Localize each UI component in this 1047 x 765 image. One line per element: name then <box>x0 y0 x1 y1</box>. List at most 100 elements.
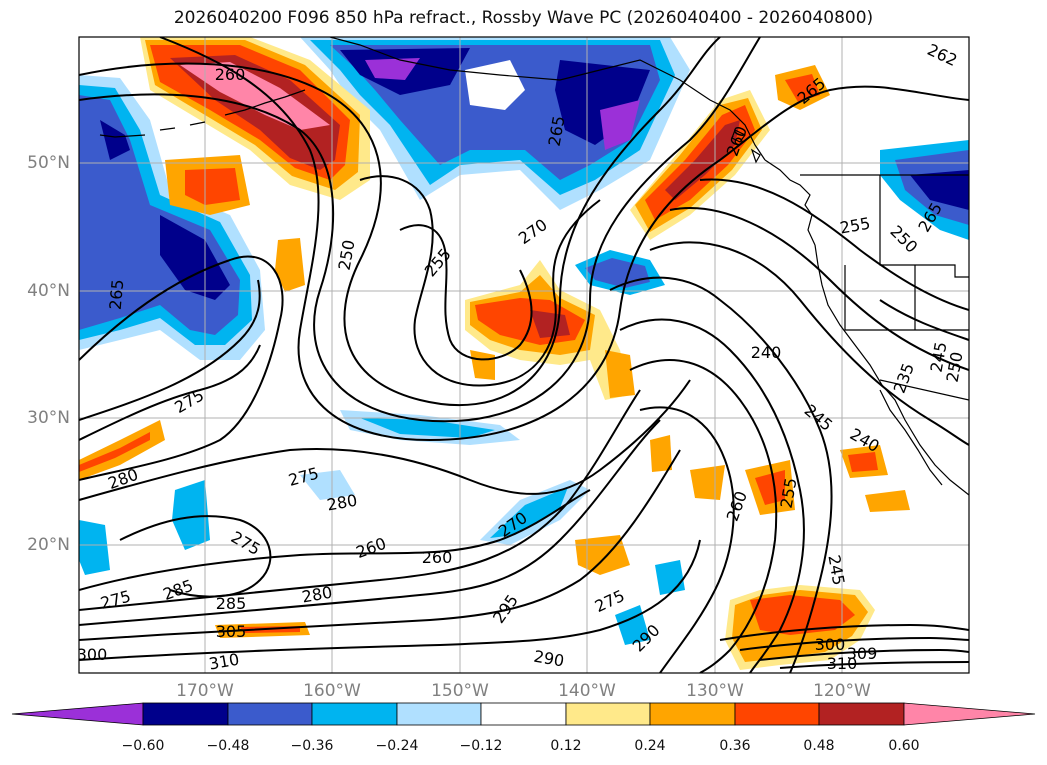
positive-blob-south-2 <box>690 465 725 500</box>
positive-region-southeast-core <box>750 595 855 635</box>
plot-border <box>78 36 970 674</box>
contour-line <box>739 636 969 651</box>
lon-label-120w: 120°W <box>813 681 871 701</box>
lat-label-30n: 30°N <box>27 408 70 428</box>
colorbar-tick-label: 0.24 <box>634 738 666 754</box>
alaska-coast <box>329 37 766 161</box>
colorbar-segment-6 <box>565 702 651 726</box>
contour-line <box>649 241 969 446</box>
lon-label-130w: 130°W <box>686 681 744 701</box>
colorbar-segment-4 <box>396 702 482 726</box>
contour-line <box>79 379 691 501</box>
contour-line <box>609 276 833 673</box>
coastlines <box>99 37 969 496</box>
colorbar-segment-5 <box>480 702 567 726</box>
colorbar-segment-3 <box>311 702 398 726</box>
negative-blob-southwest <box>300 470 355 500</box>
colorbar <box>11 702 1036 726</box>
contour-line <box>79 344 261 441</box>
negative-region-northeast-edge-deep <box>910 170 969 210</box>
colorbar-segment-0 <box>11 702 144 726</box>
colorbar-tick-label: −0.24 <box>375 738 419 754</box>
negative-blob-west-2 <box>172 480 210 550</box>
contour-line <box>759 648 969 661</box>
contour-label: 305 <box>216 622 247 641</box>
bc-islands <box>731 129 761 164</box>
contour-line <box>79 255 284 481</box>
colorbar-tick-label: −0.12 <box>459 738 503 754</box>
contour-line <box>639 406 735 673</box>
contour-label: 310 <box>827 654 858 673</box>
negative-ribbon-subtropical-core <box>360 418 495 438</box>
graticule <box>79 37 969 673</box>
positive-blob-east-2-core <box>848 452 878 472</box>
contour-line <box>119 515 272 598</box>
contour-label: 240 <box>751 343 782 362</box>
positive-blob-subtropical-west <box>470 350 495 380</box>
map-title: 2026040200 F096 850 hPa refract., Rossby… <box>173 8 874 28</box>
contour-line <box>359 175 601 387</box>
colorbar-tick-label: 0.12 <box>550 738 582 754</box>
positive-ribbon-west-edge-core <box>79 432 150 472</box>
positive-region-northeast-deep <box>665 120 740 200</box>
state-border-3 <box>879 265 969 401</box>
canada-coast <box>764 159 816 246</box>
plot-area: 260 265 265 250 255 270 265 275 280 275 … <box>79 37 969 674</box>
lon-label-160w: 160°W <box>303 681 361 701</box>
positive-blob-subtropical <box>605 350 635 398</box>
us-west-coast <box>814 244 969 496</box>
contour-line <box>699 178 969 311</box>
contour-line <box>619 318 805 673</box>
contour-line <box>399 224 533 361</box>
positive-blob-northeast-2-core <box>785 74 820 102</box>
lon-label-170w: 170°W <box>176 681 234 701</box>
positive-blob-2 <box>275 238 305 292</box>
contour-line <box>159 37 969 442</box>
colorbar-tick-label: 0.36 <box>719 738 751 754</box>
positive-blob-1-core <box>185 168 240 205</box>
negative-region-north-central-deep <box>340 48 650 145</box>
contour-lines <box>79 37 969 673</box>
state-border-1 <box>879 175 969 278</box>
negative-ribbon-southwest-core <box>490 487 568 538</box>
contour-line <box>779 661 969 669</box>
negative-blob-south-1 <box>655 560 685 595</box>
negative-region-north-central-extreme <box>365 58 640 150</box>
colorbar-segment-2 <box>227 702 313 726</box>
colorbar-tick-label: −0.48 <box>206 738 250 754</box>
contour-line <box>719 623 969 641</box>
contour-line <box>629 359 778 673</box>
state-border-2 <box>844 265 969 331</box>
contour-label: 260 <box>422 548 453 567</box>
contour-label: 310 <box>207 650 240 674</box>
colorbar-segment-1 <box>142 702 229 726</box>
contour-label-group: 260 265 265 250 255 270 265 275 280 275 … <box>79 40 967 674</box>
lat-label-40n: 40°N <box>27 281 70 301</box>
negative-blob-west-3 <box>79 520 110 575</box>
negative-blob-south-2 <box>615 605 650 645</box>
contour-line <box>79 37 721 407</box>
lat-label-20n: 20°N <box>27 535 70 555</box>
contour-label: 300 <box>815 635 846 654</box>
contour-label: 265 <box>106 278 128 310</box>
contour-line <box>79 539 701 661</box>
negative-region-northwest-deep <box>100 120 230 300</box>
positive-region-northwest-extreme <box>180 62 330 130</box>
baja-peninsula <box>879 389 943 486</box>
lon-label-140w: 140°W <box>558 681 616 701</box>
lon-label-150w: 150°W <box>431 681 489 701</box>
aleutian-islands <box>99 89 306 138</box>
colorbar-tick-label: 0.48 <box>803 738 835 754</box>
colorbar-segment-7 <box>649 702 736 726</box>
positive-blob-south-4 <box>650 435 672 472</box>
contour-line <box>79 489 591 591</box>
colorbar-tick-label: −0.36 <box>290 738 334 754</box>
contour-line <box>79 419 661 626</box>
positive-blob-east-3 <box>865 490 910 512</box>
positive-blob-south-3-core <box>755 470 785 505</box>
contour-label: 309 <box>847 644 878 663</box>
contour-line <box>879 299 969 341</box>
contour-line <box>79 279 261 421</box>
colorbar-tick-label: 0.60 <box>888 738 920 754</box>
